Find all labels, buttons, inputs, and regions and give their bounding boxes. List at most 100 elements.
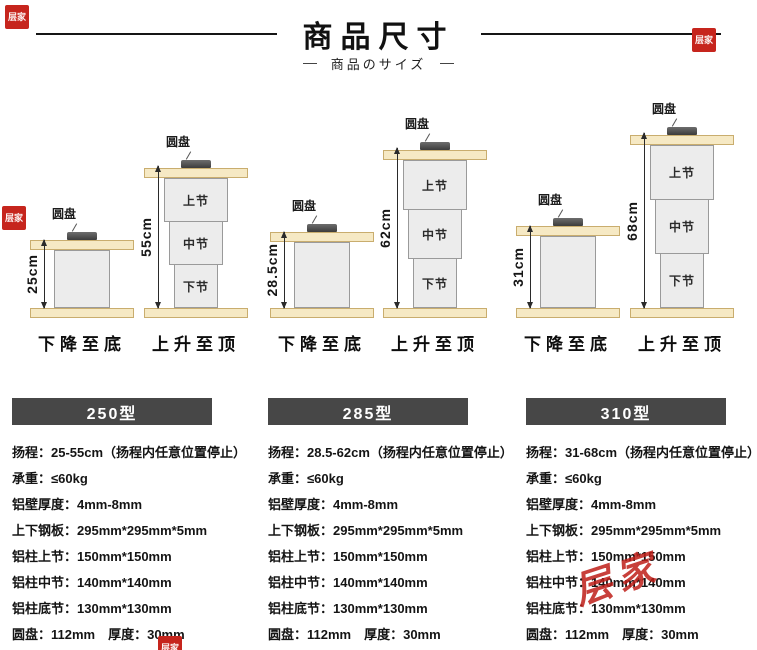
caption-lowered: 下降至底 [278,335,366,354]
spec-row-plate: 上下钢板：295mm*295mm*5mm [268,523,464,538]
diagram-250-lowered: 圆盘 25cm [22,205,142,318]
disc-pointer-line [671,118,677,127]
spec-row-upper: 铝柱上节：150mm*150mm [268,549,428,564]
spec-row-middle: 铝柱中节：140mm*140mm [12,575,172,590]
spec-row-upper: 铝柱上节：150mm*150mm [526,549,686,564]
top-beam [383,150,487,160]
spec-row-load: 承重：≤60kg [268,471,344,486]
spec-list: 扬程：25-55cm（扬程内任意位置停止） 承重：≤60kg 铝壁厚度：4mm-… [12,440,246,648]
telescoping-column: 上节 中节 下节 [164,178,228,308]
watermark-stamp: 层家 [158,636,182,650]
base-beam [30,308,134,318]
spec-list: 扬程：31-68cm（扬程内任意位置停止） 承重：≤60kg 铝壁厚度：4mm-… [526,440,757,648]
caption-raised: 上升至顶 [152,335,240,354]
column-section-upper: 上节 [650,145,714,200]
disc-icon [307,224,337,232]
top-beam [630,135,734,145]
column [540,236,596,308]
spec-row-lower: 铝柱底节：130mm*130mm [526,601,686,616]
caption-lowered: 下降至底 [524,335,612,354]
spec-row-stroke: 扬程：28.5-62cm（扬程内任意位置停止） [268,445,513,460]
dimension-label: 31cm [510,247,526,287]
model-header-250: 250型 [12,398,212,425]
title-divider-right [480,33,721,35]
model-header-310: 310型 [526,398,726,425]
column [294,242,350,308]
subtitle-dash-left [302,63,317,64]
spec-row-wall: 铝壁厚度：4mm-8mm [526,497,657,512]
spec-row-lower: 铝柱底节：130mm*130mm [12,601,172,616]
column-section-middle: 中节 [655,199,709,254]
spec-row-disc: 圆盘：112mm 厚度：30mm [526,627,699,642]
watermark-stamp: 层家 [692,28,716,52]
disc-label: 圆盘 [165,135,190,149]
telescoping-column: 上节 中节 下节 [650,145,714,308]
height-dimension: 62cm [377,147,400,309]
dimension-arrow [641,132,647,309]
disc-pointer-line [71,223,77,232]
spec-row-plate: 上下钢板：295mm*295mm*5mm [12,523,208,538]
page-subtitle: 商品のサイズ [330,57,427,72]
spec-row-lower: 铝柱底节：130mm*130mm [268,601,428,616]
spec-column-310: 310型 扬程：31-68cm（扬程内任意位置停止） 承重：≤60kg 铝壁厚度… [526,398,757,648]
dimension-label: 62cm [377,208,393,248]
dimension-arrow [155,165,161,309]
base-beam [630,308,734,318]
title-row: 商品尺寸 [0,12,757,56]
column-section-upper: 上节 [403,160,467,210]
diagram-310-raised: 圆盘 上节 中节 下节 68cm [622,100,742,318]
disc-pointer-line [311,215,317,224]
spec-row-wall: 铝壁厚度：4mm-8mm [268,497,399,512]
disc-icon [667,127,697,135]
disc-icon [181,160,211,168]
disc-pointer-line [185,151,191,160]
model-header-285: 285型 [268,398,468,425]
disc-label: 圆盘 [537,193,562,207]
base-beam [270,308,374,318]
column-section-lower: 下节 [660,253,704,308]
spec-row-middle: 铝柱中节：140mm*140mm [268,575,428,590]
diagram-285-raised: 圆盘 上节 中节 下节 62cm [375,115,495,318]
dimension-label: 68cm [624,200,640,241]
disc-pointer-line [424,133,430,142]
dimension-arrow [41,239,47,309]
spec-row-load: 承重：≤60kg [12,471,88,486]
column-section-middle: 中节 [169,221,223,265]
base-beam [144,308,248,318]
dimension-arrow [527,225,533,309]
height-dimension: 68cm [624,132,647,309]
telescoping-column: 上节 中节 下节 [403,160,467,308]
spec-column-285: 285型 扬程：28.5-62cm（扬程内任意位置停止） 承重：≤60kg 铝壁… [268,398,513,648]
caption-raised: 上升至顶 [391,335,479,354]
title-divider-left [36,33,277,35]
spec-row-upper: 铝柱上节：150mm*150mm [12,549,172,564]
disc-label: 圆盘 [651,102,676,116]
diagram-285-lowered: 圆盘 28.5cm [262,197,382,318]
caption-raised: 上升至顶 [638,335,726,354]
base-beam [383,308,487,318]
watermark-stamp: 层家 [2,206,26,230]
column [54,250,110,308]
column-section-lower: 下节 [174,264,218,308]
spec-row-plate: 上下钢板：295mm*295mm*5mm [526,523,722,538]
dimension-label: 25cm [24,254,40,294]
spec-row-disc: 圆盘：112mm 厚度：30mm [12,627,185,642]
spec-row-load: 承重：≤60kg [526,471,602,486]
diagram-310-lowered: 圆盘 31cm [508,191,628,318]
spec-row-disc: 圆盘：112mm 厚度：30mm [268,627,441,642]
height-dimension: 55cm [138,165,161,309]
disc-icon [553,218,583,226]
diagram-250-raised: 圆盘 上节 中节 下节 55cm [136,133,256,318]
dimension-label: 28.5cm [264,243,280,297]
disc-icon [67,232,97,240]
disc-label: 圆盘 [51,207,76,221]
column-section-lower: 下节 [413,258,457,308]
disc-label: 圆盘 [404,117,429,131]
top-beam [144,168,248,178]
spec-row-stroke: 扬程：31-68cm（扬程内任意位置停止） [526,445,757,460]
dimension-arrow [281,231,287,309]
dimension-label: 55cm [138,217,154,257]
spec-row-middle: 铝柱中节：140mm*140mm [526,575,686,590]
spec-row-wall: 铝壁厚度：4mm-8mm [12,497,143,512]
